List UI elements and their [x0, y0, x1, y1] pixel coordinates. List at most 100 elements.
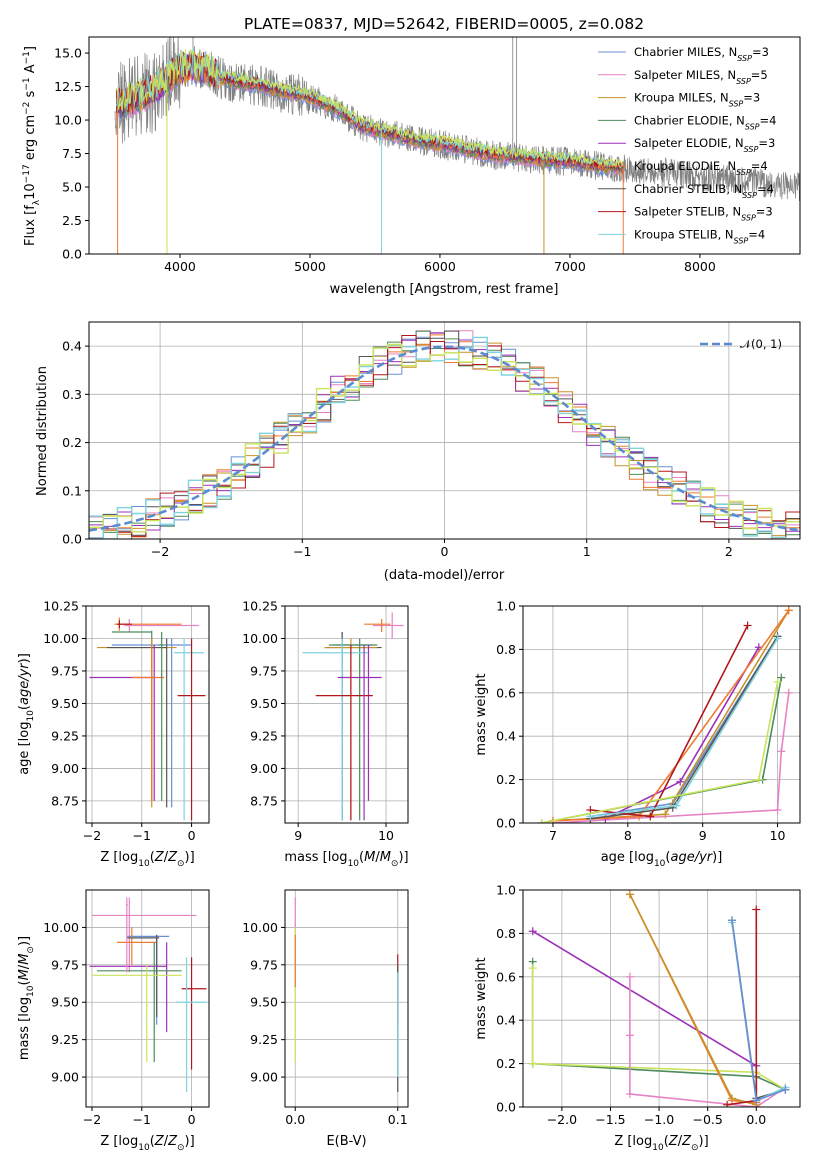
y-tick-label: 7.5	[62, 146, 82, 161]
y-tick-label: 0.2	[496, 772, 516, 787]
legend-entry: Salpeter ELODIE, NSSP=3	[634, 136, 775, 154]
x-tick-label: 4000	[164, 259, 196, 274]
x-tick-label: −1.0	[644, 1112, 674, 1127]
y-tick-label: 0.0	[62, 532, 82, 547]
y-tick-label: 10.25	[242, 599, 278, 614]
x-tick-label: −2	[151, 544, 169, 559]
label-part: M	[17, 954, 32, 965]
mass-weight-marker	[528, 927, 537, 936]
label-part: Flux [f	[23, 205, 38, 246]
y-axis-label: mass weight	[474, 957, 489, 1039]
axes-frame	[522, 889, 801, 1108]
legend-entry: Kroupa ELODIE, NSSP=4	[634, 159, 768, 177]
legend-subscript: SSP	[734, 236, 749, 245]
legend-model-name: Kroupa STELIB	[634, 227, 718, 241]
y-tick-label: 0.8	[496, 642, 516, 657]
plot-area	[537, 606, 793, 823]
legend-nssp-label: , N	[721, 45, 737, 59]
label-part: )]	[398, 850, 408, 865]
label-part: Z	[167, 850, 178, 865]
y-tick-label: 0.6	[496, 685, 516, 700]
legend-nssp-value: =5	[751, 68, 768, 82]
x-tick-label: 2	[725, 544, 733, 559]
mass-weight-marker	[784, 606, 793, 615]
y-tick-label: 0.0	[62, 247, 82, 262]
legend-subscript: SSP	[729, 99, 744, 108]
age-vs-mass-panel: 9 10 8.75 9.00 9.25 9.50 9.75 10.00 10.25 mass [l…	[242, 599, 408, 870]
legend-nssp-label: , N	[720, 159, 736, 173]
mass-weight-marker	[537, 819, 546, 823]
label-part: )]	[17, 936, 32, 946]
ticks: −2 −1 0 9.00 9.25 9.50 9.75 10.00	[43, 920, 195, 1127]
y-tick-label: 10.25	[43, 599, 79, 614]
legend-nssp-label: , N	[713, 91, 729, 105]
label-part: (	[17, 705, 32, 710]
mass-weight-line	[541, 677, 783, 823]
legend-nssp-value: =4	[757, 182, 774, 196]
ticks: 0.0 0.1 9.00 9.25 9.50 9.75 10.00	[242, 920, 407, 1127]
x-tick-label: 0.0	[285, 1112, 305, 1127]
mass-weight-marker	[784, 688, 793, 697]
label-part: /	[375, 850, 380, 865]
y-tick-label: 10.00	[43, 920, 79, 935]
y-tick-label: 5.0	[62, 180, 82, 195]
legend-entry: Chabrier MILES, NSSP=3	[634, 45, 769, 63]
label-part: mass [log	[284, 850, 347, 865]
label-part: mass [log	[17, 997, 32, 1060]
mass-vs-extinction-panel: 0.0 0.1 9.00 9.25 9.50 9.75 10.00 E(B-V)	[242, 889, 409, 1149]
y-tick-label: 9.50	[51, 995, 79, 1010]
x-tick-label: 0	[188, 1112, 196, 1127]
y-tick-label: 0.2	[62, 435, 82, 450]
x-axis-label: E(B-V)	[326, 1134, 366, 1149]
y-tick-label: 10.00	[242, 631, 278, 646]
gridlines	[285, 605, 408, 823]
plot-area	[89, 617, 206, 821]
legend-entry: Salpeter MILES, NSSP=5	[634, 68, 768, 86]
y-tick-label: 9.50	[250, 696, 278, 711]
label-part: Z	[167, 1134, 178, 1149]
label-part: erg cm	[23, 115, 38, 164]
axes-frame	[85, 889, 210, 1108]
label-part: Z [log	[614, 1134, 652, 1149]
y-tick-label: 0.4	[496, 1013, 516, 1028]
residual-histogram	[89, 330, 800, 539]
y-tick-label: 15.0	[54, 46, 82, 61]
residual-histogram	[89, 335, 800, 537]
legend-entry: Salpeter STELIB, NSSP=3	[634, 205, 773, 223]
mass-weight-marker	[672, 801, 681, 810]
axes-frame	[85, 605, 210, 824]
label-part: −1	[22, 51, 32, 64]
gridlines	[285, 890, 408, 1107]
x-tick-label: 7	[549, 828, 557, 843]
model-spectrum	[115, 47, 624, 169]
legend-subscript: SSP	[737, 54, 752, 63]
label-part: A	[23, 64, 38, 77]
y-tick-label: 9.00	[51, 761, 79, 776]
x-tick-label: 10	[770, 828, 786, 843]
mass-weight-marker	[727, 1094, 736, 1103]
label-part: 10	[23, 183, 38, 200]
legend-entry: Chabrier ELODIE, NSSP=4	[634, 113, 776, 130]
legend-model-name: Salpeter MILES	[634, 68, 720, 82]
ticks: −2 −1 0 8.75 9.00 9.25 9.50 9.75 10.00 10.25	[43, 599, 195, 844]
label-part: −2	[22, 102, 32, 115]
label-part: )]	[699, 1134, 709, 1149]
label-part: ⊙	[691, 1143, 699, 1153]
y-tick-label: 9.75	[51, 663, 79, 678]
label-part: Z [log	[100, 1134, 138, 1149]
x-tick-label: −2	[83, 1112, 101, 1127]
y-tick-label: 8.75	[250, 793, 278, 808]
x-tick-label: 8000	[684, 259, 716, 274]
ticks: 7 8 9 10 0.0 0.2 0.4 0.6 0.8 1.0	[496, 599, 785, 844]
y-tick-label: 9.25	[51, 728, 79, 743]
plot-area	[89, 330, 800, 539]
label-part: )]	[712, 850, 722, 865]
mass-weight-marker	[528, 964, 537, 973]
y-tick-label: 9.00	[250, 1070, 278, 1085]
legend-model-name: Kroupa ELODIE	[634, 159, 720, 173]
legend-nssp-label: , N	[729, 113, 745, 127]
label-part: (	[664, 1134, 669, 1149]
legend-subscript: SSP	[744, 145, 759, 154]
